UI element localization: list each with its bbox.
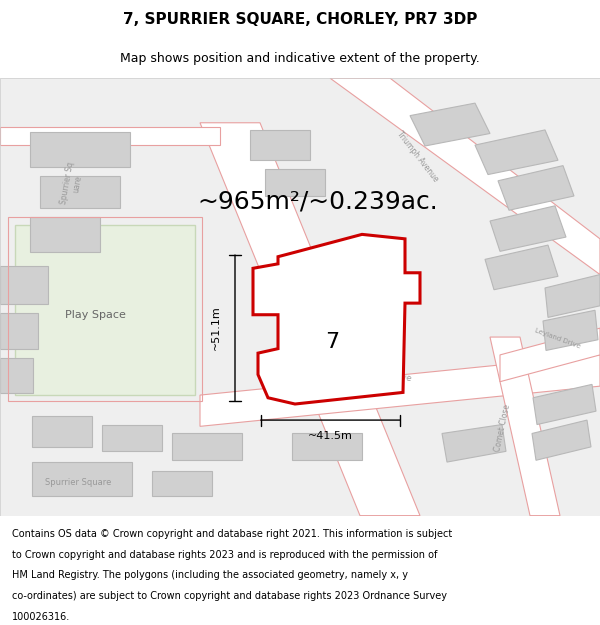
Polygon shape	[442, 424, 506, 462]
Polygon shape	[30, 132, 130, 168]
Polygon shape	[532, 420, 591, 460]
Text: 7, SPURRIER SQUARE, CHORLEY, PR7 3DP: 7, SPURRIER SQUARE, CHORLEY, PR7 3DP	[123, 12, 477, 27]
Text: ~51.1m: ~51.1m	[211, 306, 221, 351]
Text: co-ordinates) are subject to Crown copyright and database rights 2023 Ordnance S: co-ordinates) are subject to Crown copyr…	[12, 591, 447, 601]
Polygon shape	[32, 416, 92, 447]
Polygon shape	[0, 127, 220, 145]
Polygon shape	[250, 130, 310, 160]
Polygon shape	[410, 103, 490, 146]
Polygon shape	[500, 328, 600, 382]
Polygon shape	[200, 355, 600, 426]
Polygon shape	[490, 337, 560, 516]
Polygon shape	[253, 234, 420, 404]
Text: ~965m²/~0.239ac.: ~965m²/~0.239ac.	[197, 189, 439, 213]
Polygon shape	[102, 424, 162, 451]
Polygon shape	[545, 274, 600, 318]
Polygon shape	[292, 434, 362, 460]
Polygon shape	[40, 176, 120, 208]
Text: 100026316.: 100026316.	[12, 612, 70, 622]
Polygon shape	[30, 216, 100, 252]
Polygon shape	[0, 357, 33, 393]
Polygon shape	[498, 166, 574, 210]
Text: Spurrier Square: Spurrier Square	[45, 478, 111, 487]
Polygon shape	[330, 78, 600, 274]
Text: Contains OS data © Crown copyright and database right 2021. This information is : Contains OS data © Crown copyright and d…	[12, 529, 452, 539]
Text: Leyland Drive: Leyland Drive	[535, 328, 581, 350]
Text: HM Land Registry. The polygons (including the associated geometry, namely x, y: HM Land Registry. The polygons (includin…	[12, 570, 408, 580]
Text: Spurrier Sq
uare: Spurrier Sq uare	[59, 161, 85, 206]
Polygon shape	[543, 310, 598, 351]
Polygon shape	[200, 122, 420, 516]
Polygon shape	[265, 169, 325, 196]
Polygon shape	[0, 266, 48, 304]
Polygon shape	[15, 226, 195, 395]
Polygon shape	[0, 78, 600, 516]
Polygon shape	[490, 206, 566, 251]
Text: Leyland Drive: Leyland Drive	[353, 368, 412, 384]
Polygon shape	[475, 130, 558, 174]
Polygon shape	[172, 434, 242, 460]
Text: Triumph Avenue: Triumph Avenue	[395, 129, 440, 184]
Polygon shape	[152, 471, 212, 496]
Polygon shape	[533, 384, 596, 424]
Text: 7: 7	[325, 331, 339, 351]
Text: Map shows position and indicative extent of the property.: Map shows position and indicative extent…	[120, 52, 480, 65]
Text: Play Space: Play Space	[65, 310, 125, 320]
Text: Comet Close: Comet Close	[494, 404, 512, 452]
Text: Spurrier Square: Spurrier Square	[283, 287, 302, 348]
Text: to Crown copyright and database rights 2023 and is reproduced with the permissio: to Crown copyright and database rights 2…	[12, 549, 437, 559]
Text: ~41.5m: ~41.5m	[308, 431, 353, 441]
Polygon shape	[485, 245, 558, 290]
Polygon shape	[0, 313, 38, 349]
Polygon shape	[32, 462, 132, 496]
